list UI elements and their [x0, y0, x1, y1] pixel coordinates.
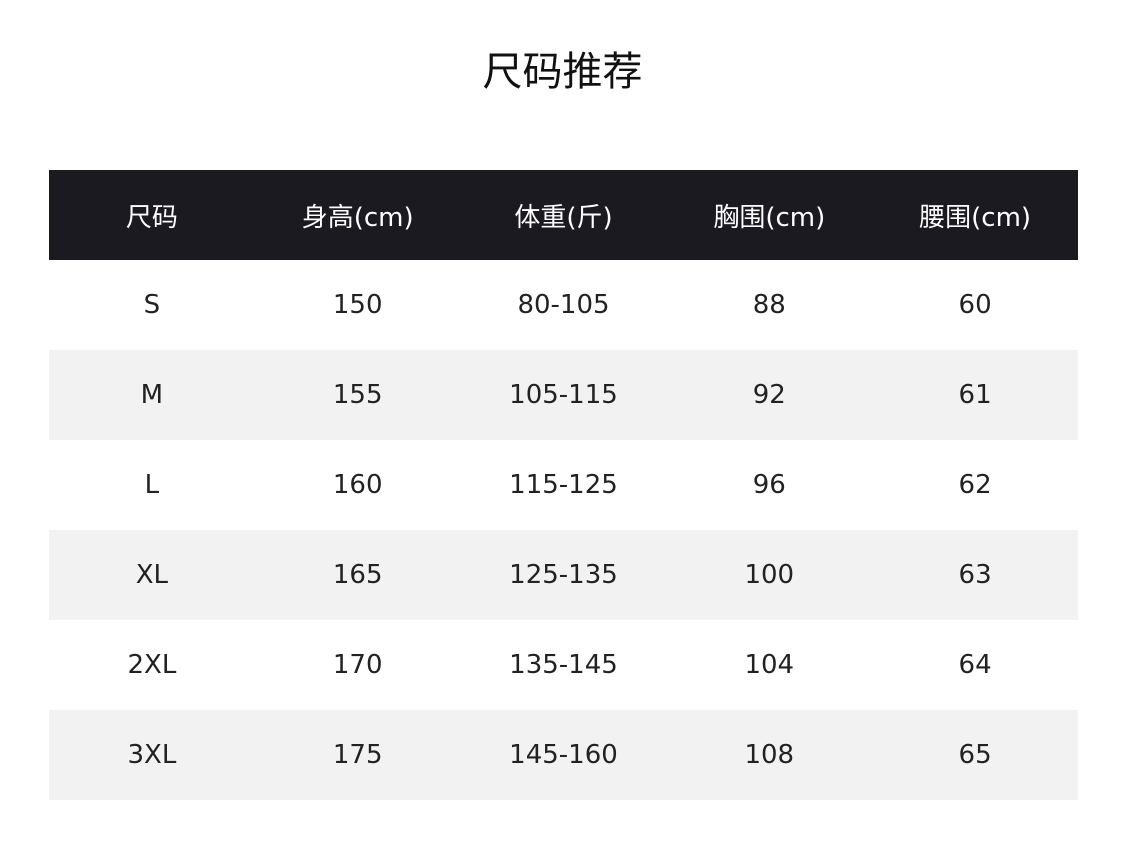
- cell-weight: 80-105: [517, 290, 610, 320]
- size-chart-table: 尺码 身高(cm) 体重(斤) 胸围(cm) 腰围(cm) S 150 80-105…: [49, 170, 1078, 800]
- cell-chest: 88: [752, 290, 786, 320]
- cell-chest: 96: [752, 470, 786, 500]
- cell-chest: 100: [744, 560, 795, 590]
- header-height: 身高(cm): [301, 202, 414, 233]
- cell-size: S: [143, 290, 161, 320]
- cell-waist: 63: [958, 560, 992, 590]
- cell-waist: 61: [958, 380, 992, 410]
- cell-height: 170: [332, 650, 383, 680]
- cell-chest: 92: [752, 380, 786, 410]
- cell-weight: 145-160: [509, 740, 618, 770]
- cell-height: 155: [332, 380, 383, 410]
- cell-waist: 62: [958, 470, 992, 500]
- header-waist: 腰围(cm): [919, 202, 1032, 233]
- cell-size: XL: [135, 560, 169, 590]
- cell-chest: 108: [744, 740, 795, 770]
- cell-weight: 125-135: [509, 560, 618, 590]
- cell-height: 165: [332, 560, 383, 590]
- header-chest: 胸围(cm): [713, 202, 826, 233]
- cell-size: 3XL: [127, 740, 177, 770]
- cell-size: L: [144, 470, 160, 500]
- table-row: XL 165 125-135 100 63: [49, 530, 1078, 620]
- table-row: 2XL 170 135-145 104 64: [49, 620, 1078, 710]
- table-row: 3XL 175 145-160 108 65: [49, 710, 1078, 800]
- table-row: L 160 115-125 96 62: [49, 440, 1078, 530]
- cell-chest: 104: [744, 650, 795, 680]
- cell-size: M: [140, 380, 164, 410]
- cell-size: 2XL: [127, 650, 177, 680]
- header-weight: 体重(斤): [514, 202, 613, 233]
- table-row: S 150 80-105 88 60: [49, 260, 1078, 350]
- cell-waist: 60: [958, 290, 992, 320]
- cell-waist: 65: [958, 740, 992, 770]
- cell-weight: 105-115: [509, 380, 618, 410]
- table-header-row: 尺码 身高(cm) 体重(斤) 胸围(cm) 腰围(cm): [49, 170, 1078, 260]
- page-title: 尺码推荐: [482, 49, 643, 95]
- cell-weight: 135-145: [509, 650, 618, 680]
- table-row: M 155 105-115 92 61: [49, 350, 1078, 440]
- cell-height: 160: [332, 470, 383, 500]
- header-size: 尺码: [125, 202, 178, 233]
- cell-waist: 64: [958, 650, 992, 680]
- cell-height: 175: [332, 740, 383, 770]
- cell-height: 150: [332, 290, 383, 320]
- cell-weight: 115-125: [509, 470, 618, 500]
